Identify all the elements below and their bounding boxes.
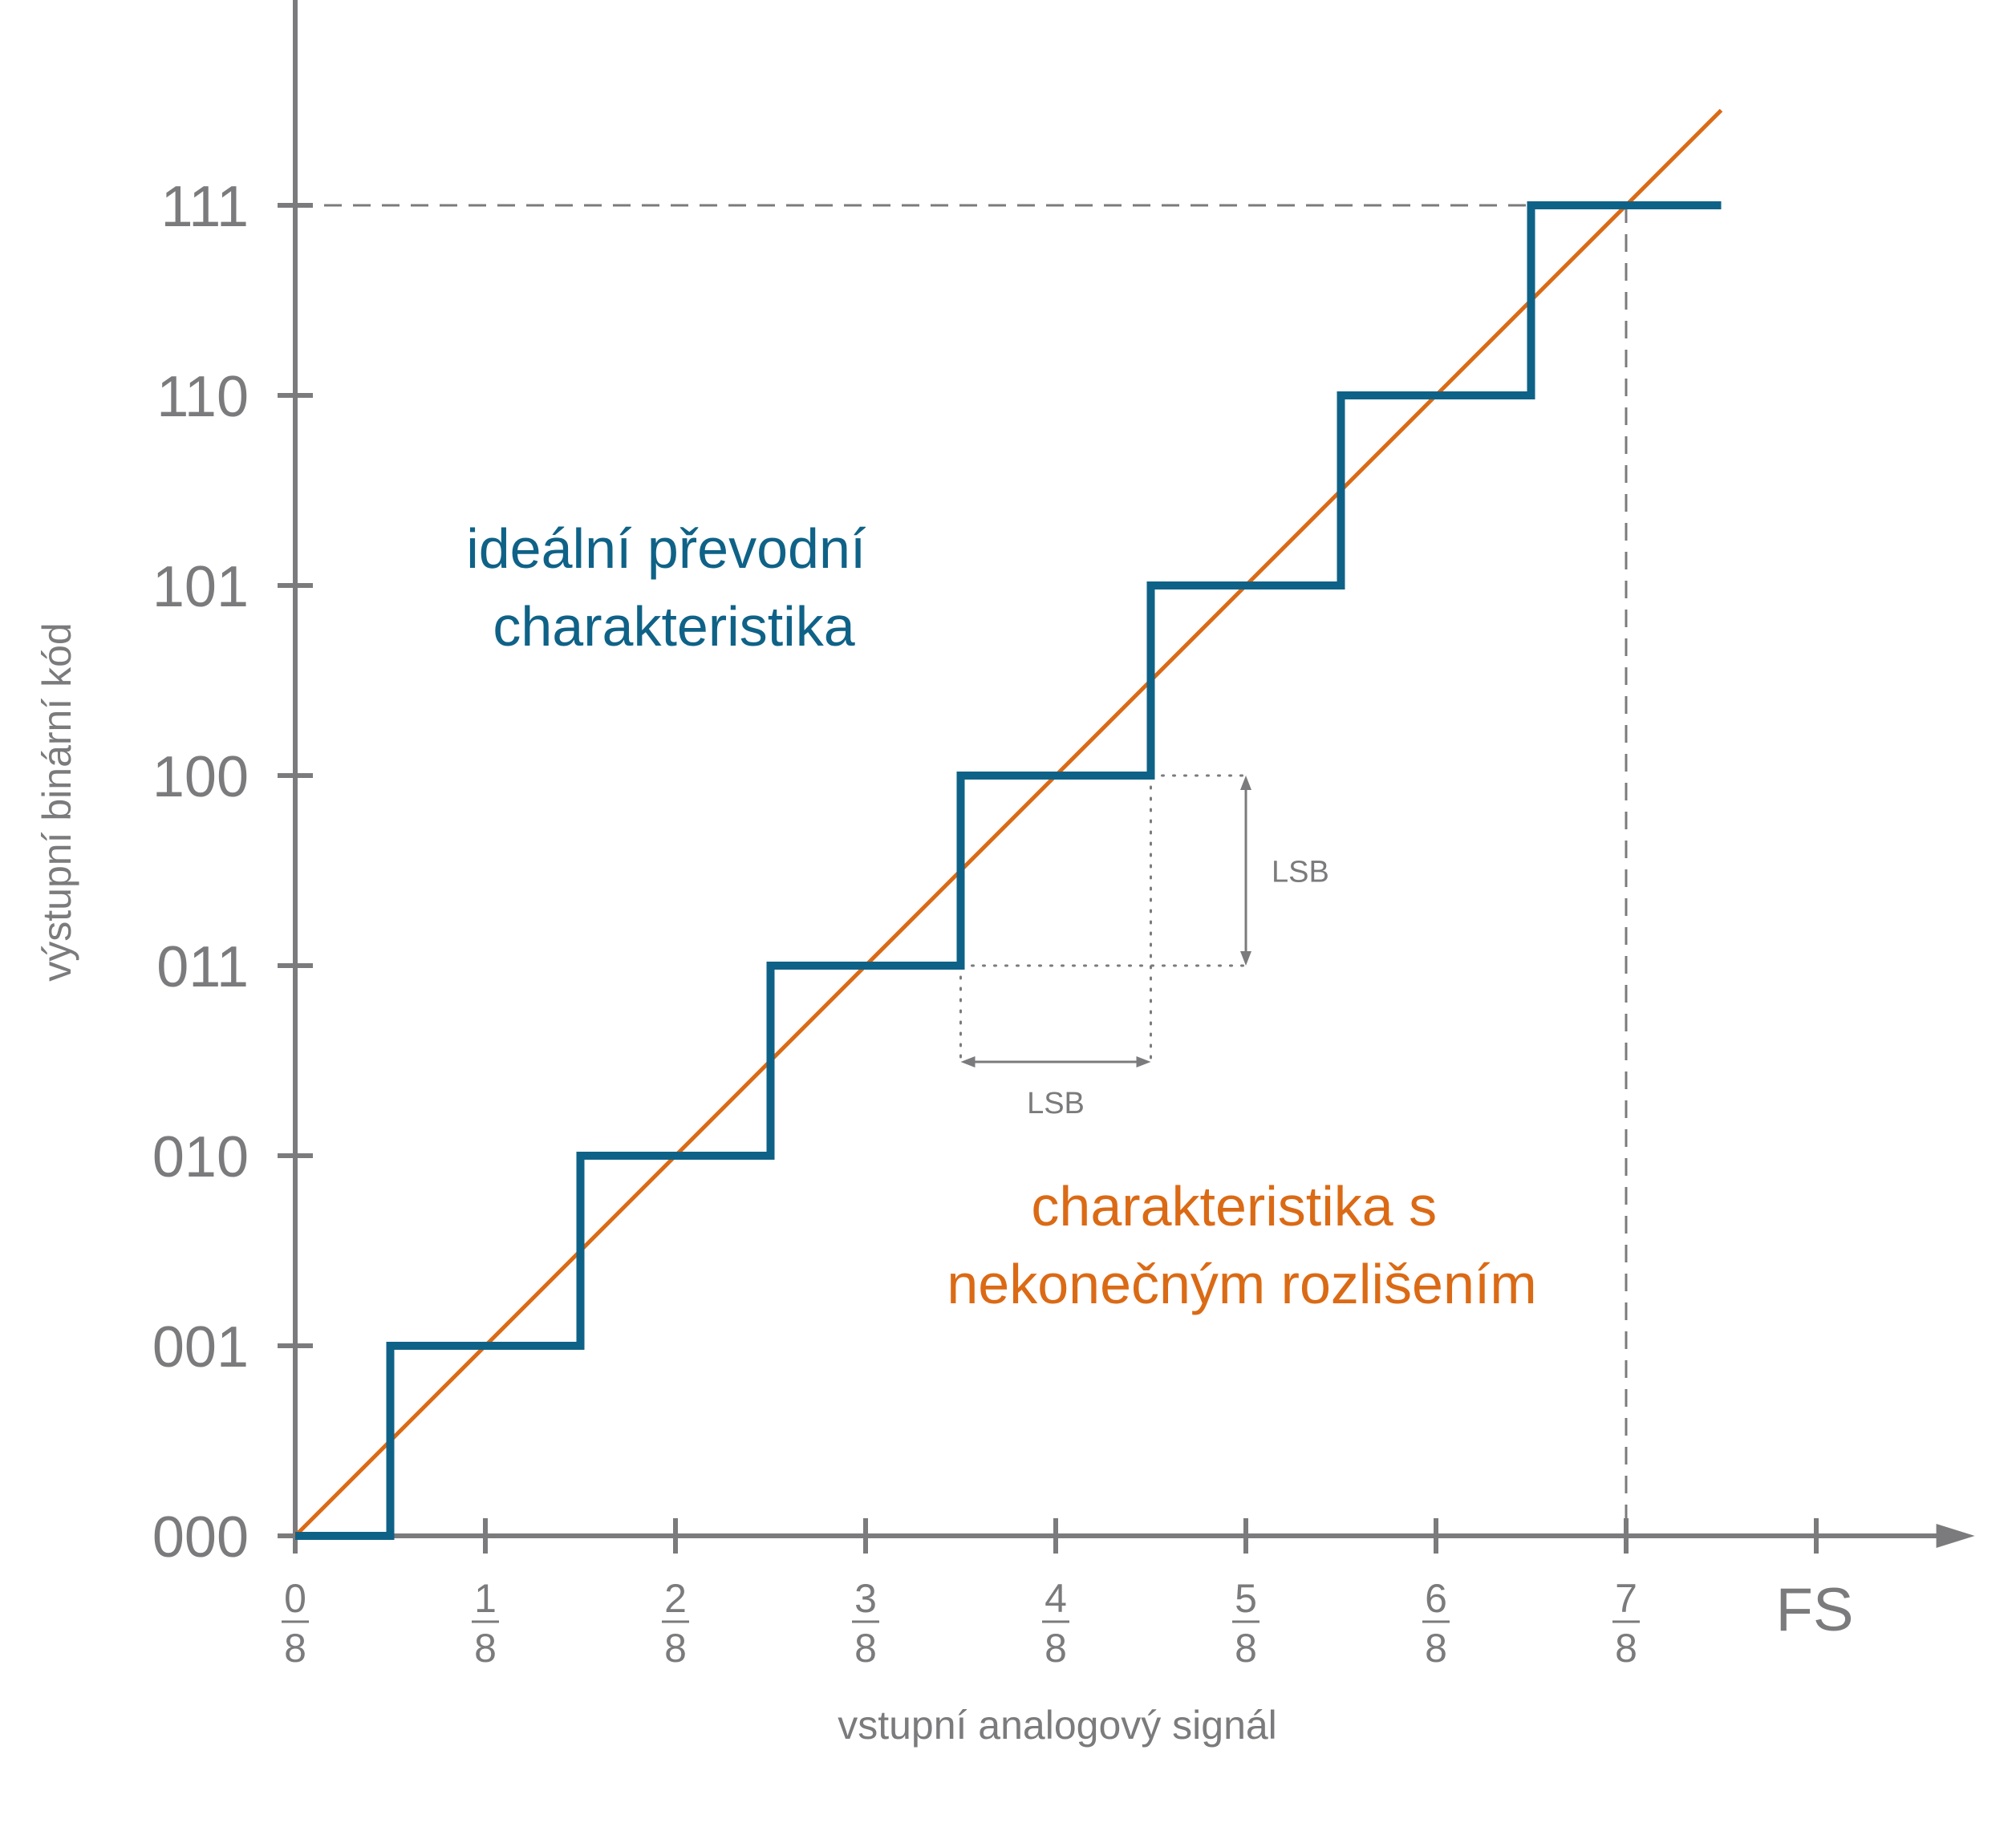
x-tick-denominator: 8 [1235, 1626, 1257, 1671]
y-tick-label: 101 [152, 555, 249, 619]
series-layer [294, 108, 1723, 1540]
infinite-resolution-line [294, 108, 1723, 1537]
x-tick-denominator: 8 [474, 1626, 497, 1671]
x-tick-numerator: 3 [854, 1576, 877, 1621]
lsb-annotation: LSB LSB [959, 774, 1329, 1120]
x-axis-title: vstupní analogový signál [838, 1703, 1277, 1748]
x-tick-numerator: 0 [284, 1576, 306, 1621]
y-tick-label: 110 [156, 365, 249, 429]
x-tick-numerator: 5 [1235, 1576, 1257, 1621]
x-tick-numerator: 1 [474, 1576, 497, 1621]
x-tick-numerator: 4 [1045, 1576, 1067, 1621]
arrowhead-icon [1240, 951, 1251, 966]
x-tick-numerator: 2 [664, 1576, 687, 1621]
x-tick-denominator: 8 [1615, 1626, 1637, 1671]
x-tick-numerator: 6 [1425, 1576, 1447, 1621]
arrowhead-icon [1136, 1056, 1151, 1067]
x-tick-denominator: 8 [854, 1626, 877, 1671]
y-tick-label: 100 [152, 745, 249, 809]
infinite-resolution-label: charakteristika s nekonečným rozlišením [947, 1175, 1536, 1315]
y-tick-label: 111 [161, 175, 249, 239]
arrowhead-icon [960, 1056, 976, 1067]
reference-lines [295, 204, 1628, 1536]
y-axis-ticks: 000 001 010 011 100 101 110 111 [152, 175, 313, 1570]
axes [293, 0, 1975, 1548]
arrowhead-icon [1240, 776, 1251, 790]
lsb-horizontal-label: LSB [1027, 1087, 1085, 1120]
x-tick-numerator: 7 [1615, 1576, 1637, 1621]
x-axis-arrow-icon [1936, 1524, 1975, 1548]
y-tick-label: 011 [156, 935, 249, 999]
lsb-vertical-label: LSB [1272, 856, 1329, 889]
y-tick-label: 000 [152, 1505, 249, 1570]
x-tick-denominator: 8 [664, 1626, 687, 1671]
y-axis-title: výstupní binární kód [34, 622, 79, 982]
x-axis-ticks: 0 8 1 8 2 8 3 8 4 8 5 8 6 8 7 8 [282, 1518, 1819, 1671]
x-axis-end-label: FS [1775, 1576, 1853, 1644]
x-tick-denominator: 8 [1425, 1626, 1447, 1671]
y-tick-label: 010 [152, 1125, 249, 1189]
ideal-step-line [295, 201, 1722, 1540]
x-tick-denominator: 8 [284, 1626, 306, 1671]
x-tick-denominator: 8 [1045, 1626, 1067, 1671]
y-tick-label: 001 [152, 1315, 249, 1379]
ideal-characteristic-label: ideální převodní charakteristika [466, 517, 882, 658]
